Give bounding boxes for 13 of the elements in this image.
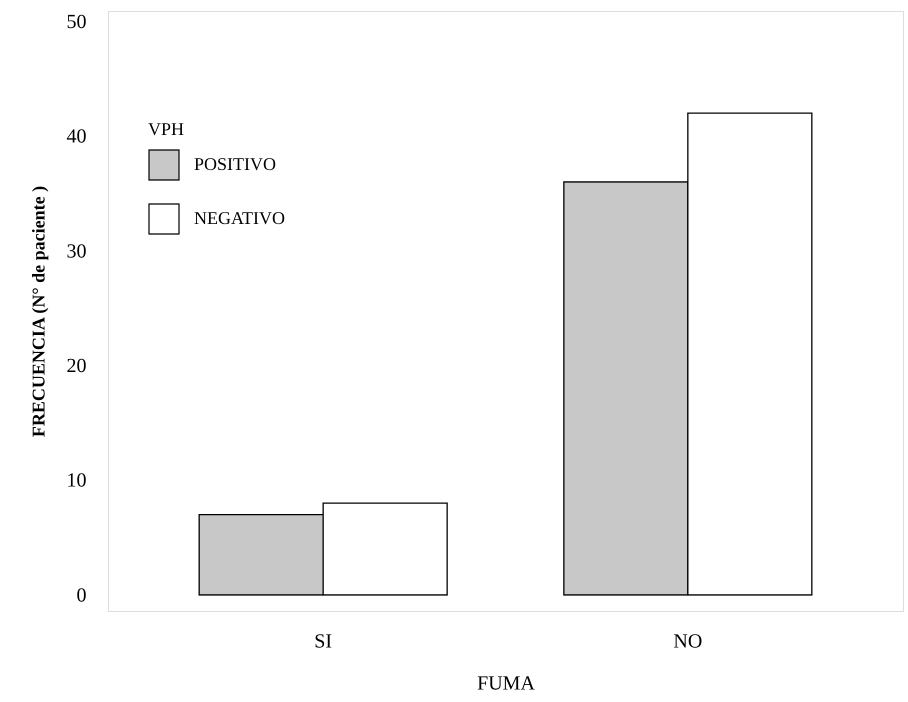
y-tick-label: 0 xyxy=(76,584,86,606)
y-tick-label: 40 xyxy=(66,126,86,148)
x-tick-label: SI xyxy=(314,630,332,652)
x-axis-title: FUMA xyxy=(477,672,536,694)
x-tick-label: NO xyxy=(673,630,702,652)
legend-label: NEGATIVO xyxy=(194,208,285,228)
y-tick-label: 30 xyxy=(66,240,86,262)
y-axis-title: FRECUENCIA (N° de paciente ) xyxy=(28,186,48,438)
legend-label: POSITIVO xyxy=(194,154,276,174)
legend-title: VPH xyxy=(148,119,184,139)
y-tick-label: 10 xyxy=(66,470,86,492)
y-tick-label: 20 xyxy=(66,354,86,377)
y-tick-label: 50 xyxy=(66,10,86,33)
